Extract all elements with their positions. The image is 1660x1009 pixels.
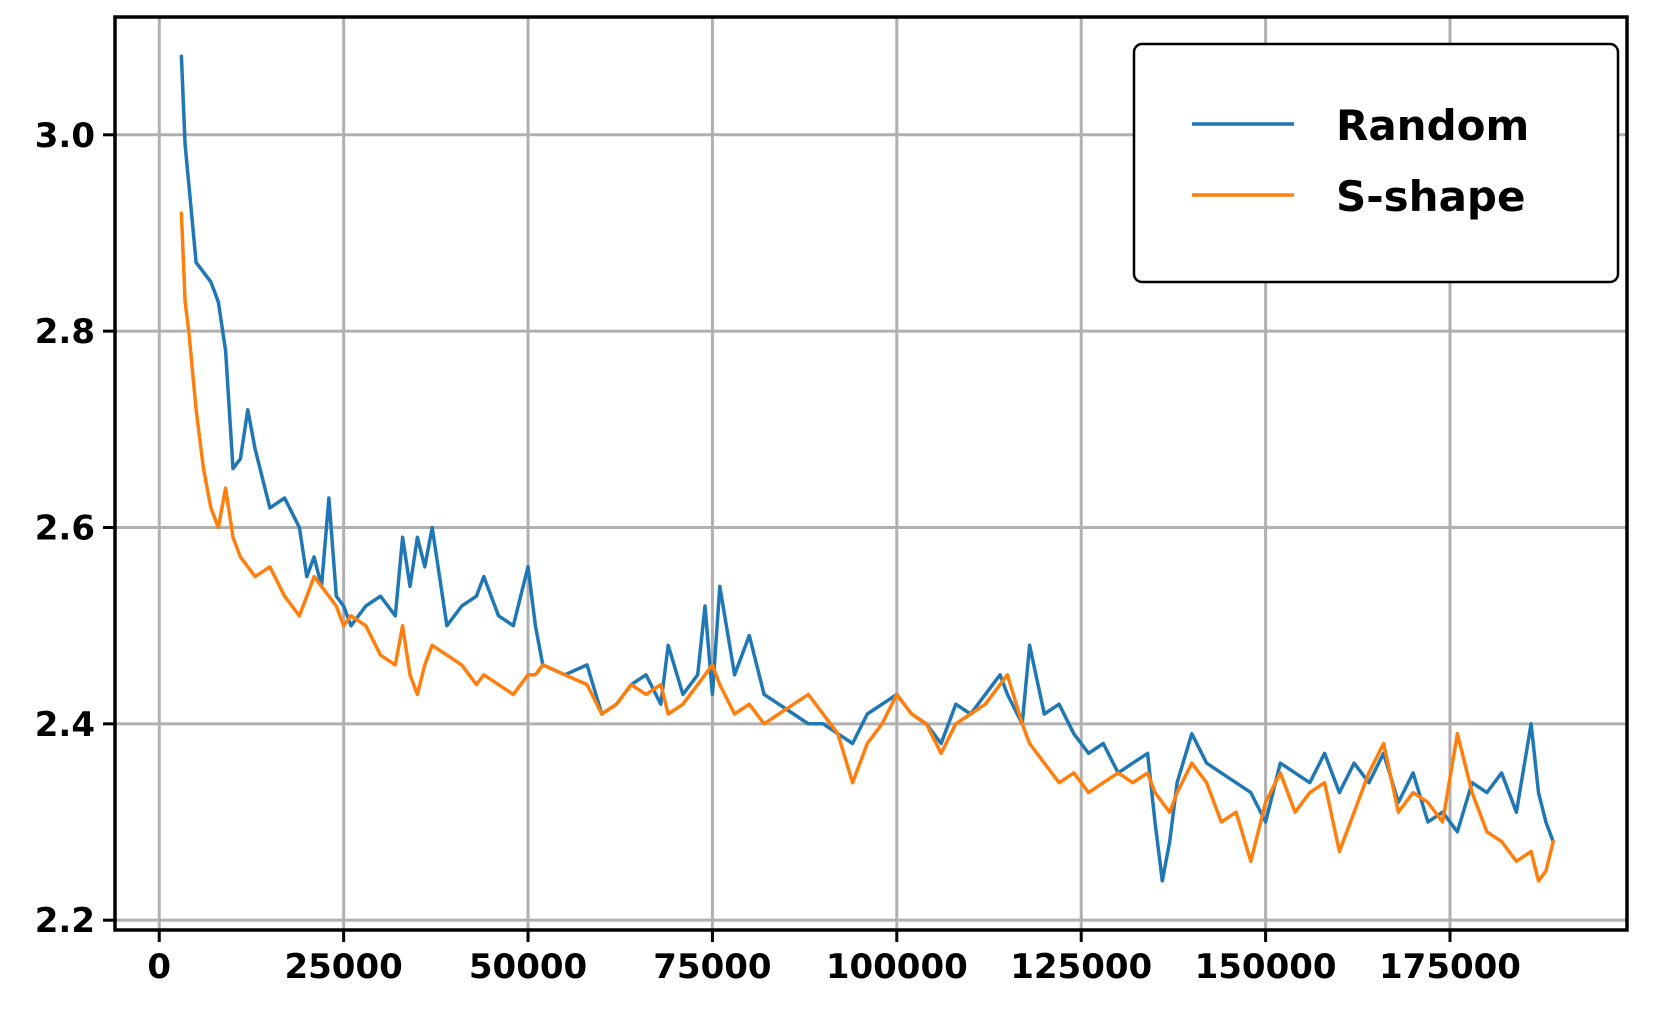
legend-label-s-shape: S-shape (1336, 172, 1525, 221)
x-tick-label: 25000 (284, 947, 402, 987)
series-layer (179, 54, 1555, 883)
x-tick-label: 75000 (653, 947, 771, 987)
x-tick-label: 50000 (469, 947, 587, 987)
y-tick-label: 2.4 (35, 705, 95, 745)
tick-layer: 0 25000 50000 75000 100000 125000 150000 175000… (35, 116, 1521, 987)
x-tick-label: 150000 (1195, 947, 1337, 987)
x-tick-label: 100000 (826, 947, 968, 987)
y-tick-label: 2.2 (35, 901, 95, 941)
plot-frame (113, 15, 1629, 932)
legend-box (1132, 42, 1620, 284)
y-tick-label: 2.6 (35, 508, 95, 548)
legend-label-random: Random (1336, 101, 1529, 150)
legend: Random S-shape (1132, 42, 1620, 284)
series-line-s-shape (179, 211, 1555, 883)
x-tick-label: 175000 (1379, 947, 1521, 987)
y-tick-label: 3.0 (35, 116, 95, 156)
y-tick-label: 2.8 (35, 312, 95, 352)
series-line-random (179, 54, 1555, 883)
x-tick-label: 125000 (1010, 947, 1152, 987)
x-tick-label: 0 (147, 947, 171, 987)
